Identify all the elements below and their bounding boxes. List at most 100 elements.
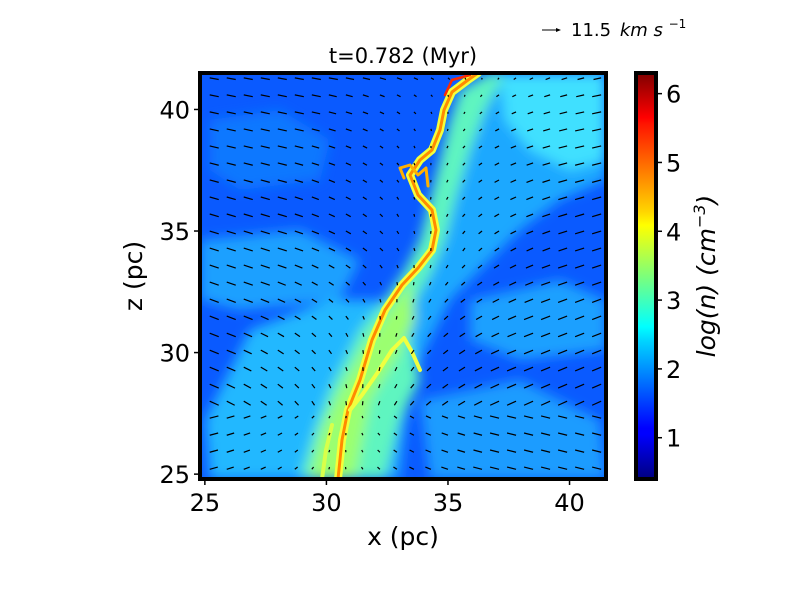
velocity-arrow <box>557 415 568 419</box>
velocity-arrow <box>557 315 568 321</box>
velocity-arrow <box>345 298 350 303</box>
velocity-arrow <box>328 366 332 372</box>
velocity-arrow <box>513 77 517 81</box>
velocity-arrow <box>226 349 236 355</box>
velocity-arrow <box>493 264 500 269</box>
velocity-arrow <box>509 264 517 269</box>
velocity-arrow <box>557 466 568 470</box>
velocity-arrow <box>526 230 534 235</box>
velocity-arrow <box>430 111 433 115</box>
velocity-arrow <box>574 400 585 406</box>
velocity-arrow <box>592 94 602 98</box>
velocity-arrow <box>379 162 384 166</box>
velocity-arrow <box>574 281 585 286</box>
velocity-arrow <box>396 77 403 81</box>
velocity-reference-unit: km s <box>620 20 663 41</box>
velocity-arrow <box>489 400 500 406</box>
velocity-arrow <box>361 449 364 453</box>
velocity-arrow <box>426 383 432 389</box>
velocity-arrow <box>209 94 219 98</box>
velocity-arrow <box>557 281 568 286</box>
velocity-arrow <box>557 449 568 453</box>
velocity-arrow <box>209 366 219 372</box>
velocity-arrow <box>209 77 219 81</box>
velocity-arrow <box>462 230 466 235</box>
x-tick-label: 30 <box>311 489 342 517</box>
velocity-arrow <box>277 145 287 149</box>
velocity-arrow <box>243 432 251 436</box>
velocity-arrow <box>311 230 320 235</box>
velocity-arrow <box>459 315 466 321</box>
velocity-arrow <box>226 264 236 269</box>
velocity-arrow <box>209 230 219 235</box>
velocity-arrow <box>478 213 483 218</box>
velocity-arrow <box>446 196 449 200</box>
velocity-arrow <box>442 366 449 372</box>
velocity-arrow <box>226 94 236 98</box>
velocity-arrow <box>277 466 282 470</box>
velocity-arrow <box>409 432 415 436</box>
y-tick-label: 25 <box>159 461 190 489</box>
velocity-arrow <box>345 94 353 98</box>
velocity-arrow <box>260 383 268 389</box>
velocity-arrow <box>441 415 449 419</box>
velocity-arrow <box>510 213 517 218</box>
velocity-arrow <box>243 415 251 419</box>
velocity-arrow <box>362 281 367 286</box>
velocity-arrow <box>490 366 500 372</box>
velocity-arrow <box>294 213 304 218</box>
y-axis-label: z (pc) <box>119 241 148 311</box>
velocity-arrow <box>492 298 500 303</box>
velocity-arrow <box>557 383 568 389</box>
velocity-arrow <box>396 94 401 98</box>
velocity-arrow <box>463 94 466 97</box>
velocity-arrow <box>243 383 252 389</box>
velocity-arrow <box>393 432 398 436</box>
velocity-arrow <box>226 179 236 183</box>
velocity-arrow <box>294 179 304 183</box>
velocity-arrow <box>396 281 399 286</box>
velocity-arrow <box>277 449 283 453</box>
velocity-arrow <box>413 77 419 81</box>
velocity-arrow <box>413 213 416 217</box>
velocity-arrow <box>377 449 381 453</box>
velocity-arrow <box>396 162 400 166</box>
velocity-arrow <box>441 449 449 453</box>
velocity-arrow <box>523 366 534 372</box>
velocity-arrow <box>393 400 398 406</box>
colorbar-tick-label: 3 <box>666 287 681 315</box>
velocity-arrow <box>378 367 381 372</box>
velocity-arrow <box>526 213 534 218</box>
velocity-arrow <box>458 349 466 355</box>
velocity-arrow <box>328 383 332 389</box>
velocity-arrow <box>526 196 534 201</box>
velocity-arrow <box>226 111 236 115</box>
velocity-arrow <box>479 94 483 98</box>
velocity-arrow <box>311 213 319 218</box>
velocity-arrow <box>226 196 236 201</box>
velocity-arrow <box>525 281 534 286</box>
velocity-arrow <box>489 432 500 436</box>
velocity-arrow <box>328 449 331 453</box>
velocity-arrow <box>209 315 219 321</box>
colorbar <box>636 73 656 479</box>
velocity-arrow <box>426 349 432 355</box>
velocity-arrow <box>243 213 253 218</box>
velocity-arrow <box>362 332 365 337</box>
velocity-arrow <box>294 281 302 286</box>
velocity-arrow <box>475 315 483 321</box>
velocity-arrow <box>475 332 483 338</box>
velocity-arrow <box>410 349 415 355</box>
velocity-arrow <box>226 400 235 406</box>
velocity-arrow <box>294 196 304 201</box>
velocity-arrow <box>362 213 368 218</box>
velocity-arrow <box>529 77 534 81</box>
velocity-arrow <box>510 230 517 235</box>
velocity-arrow <box>441 466 449 470</box>
velocity-arrow <box>260 298 270 303</box>
velocity-arrow <box>328 349 333 355</box>
velocity-arrow <box>446 128 449 132</box>
velocity-arrow <box>506 449 517 453</box>
velocity-arrow <box>442 383 449 389</box>
colorbar-axis: 1 2 3 4 5 6 <box>656 81 681 453</box>
